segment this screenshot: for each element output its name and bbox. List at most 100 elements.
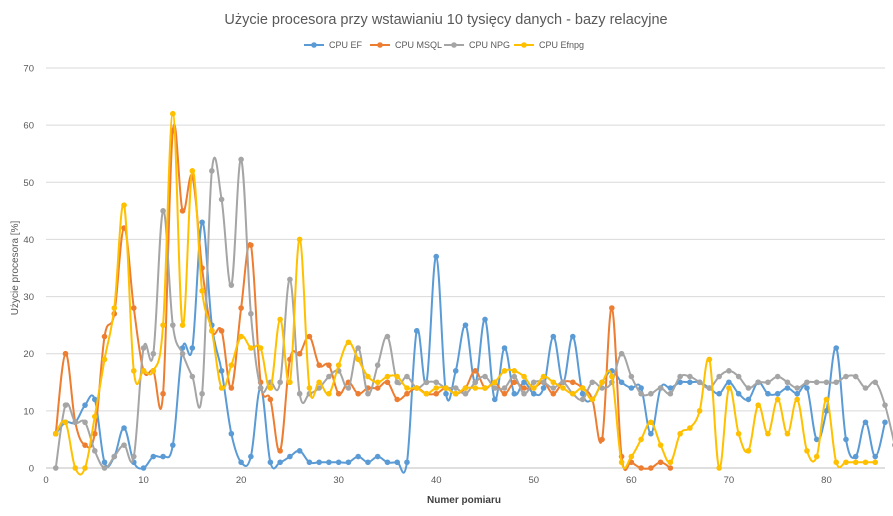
legend-item-cpu-npg: CPU NPG: [444, 40, 510, 50]
data-point: [677, 373, 683, 380]
series-layer: [52, 110, 893, 476]
data-point: [774, 396, 781, 403]
data-point: [452, 390, 459, 397]
x-axis-title: Numer pomiaru: [427, 495, 501, 506]
data-point: [804, 448, 810, 454]
data-point: [335, 390, 342, 397]
data-point: [657, 459, 664, 466]
x-tick-label: 50: [529, 475, 540, 486]
legend-item-cpu-ef: CPU EF: [304, 40, 363, 50]
data-point: [716, 373, 722, 380]
y-tick-label: 60: [23, 121, 34, 132]
legend-item-cpu-efnpg: CPU Efnpg: [514, 40, 584, 50]
data-point: [696, 379, 703, 386]
data-point: [521, 373, 527, 380]
data-point: [111, 305, 118, 311]
data-point: [501, 390, 508, 397]
data-point: [384, 373, 391, 380]
data-point: [833, 459, 840, 466]
data-point: [257, 345, 264, 351]
data-point: [530, 385, 537, 391]
data-point: [101, 465, 108, 471]
data-point: [609, 373, 615, 380]
data-point: [618, 379, 625, 386]
data-point: [121, 202, 127, 208]
data-point: [511, 368, 518, 374]
data-point: [384, 379, 391, 386]
data-point: [852, 459, 859, 466]
data-point: [179, 322, 186, 328]
data-point: [267, 385, 274, 391]
data-point: [843, 459, 849, 466]
data-point: [628, 385, 635, 391]
data-point: [394, 373, 401, 380]
data-point: [735, 390, 742, 397]
data-point: [765, 379, 771, 386]
data-point: [472, 368, 479, 374]
data-point: [852, 373, 859, 380]
data-point: [394, 459, 401, 466]
data-point: [501, 368, 508, 374]
data-point: [433, 253, 440, 260]
data-point: [150, 368, 157, 374]
data-point: [248, 345, 254, 351]
data-point: [404, 373, 410, 380]
data-point: [530, 390, 537, 397]
data-point: [843, 436, 849, 443]
data-point: [306, 385, 313, 391]
data-point: [91, 413, 98, 420]
data-point: [374, 362, 381, 368]
data-point: [277, 316, 283, 323]
data-point: [189, 168, 196, 174]
series-cpu-efnpg: [52, 110, 879, 476]
data-point: [82, 402, 88, 408]
data-point: [287, 276, 293, 283]
data-point: [189, 373, 196, 380]
series-cpu-npg: [52, 156, 893, 471]
data-point: [648, 430, 654, 437]
data-point: [160, 390, 166, 397]
data-point: [511, 379, 518, 386]
data-point: [735, 430, 742, 437]
data-point: [482, 373, 488, 380]
data-point: [131, 305, 137, 311]
data-point: [218, 368, 225, 374]
data-point: [423, 390, 430, 397]
data-point: [521, 390, 527, 397]
data-point: [384, 459, 391, 466]
data-point: [579, 390, 586, 397]
data-point: [355, 390, 361, 397]
data-point: [618, 459, 625, 466]
series-line-cpu-ef: [54, 221, 886, 474]
data-point: [462, 390, 469, 397]
data-point: [882, 402, 888, 408]
data-point: [228, 385, 235, 391]
data-point: [462, 322, 469, 328]
data-point: [433, 385, 440, 391]
data-point: [452, 368, 459, 374]
data-point: [784, 379, 791, 386]
data-point: [316, 362, 322, 368]
data-point: [140, 345, 147, 351]
data-point: [82, 442, 88, 448]
data-point: [248, 310, 254, 317]
data-point: [316, 379, 322, 386]
data-point: [589, 379, 596, 386]
data-point: [62, 419, 69, 426]
data-point: [570, 379, 576, 386]
data-point: [345, 459, 352, 466]
data-point: [540, 379, 547, 386]
data-point: [726, 379, 732, 386]
series-cpu-msql: [52, 123, 674, 472]
data-point: [150, 350, 157, 357]
data-point: [131, 453, 137, 460]
legend-marker: [377, 42, 383, 48]
x-tick-label: 10: [138, 475, 149, 486]
data-point: [706, 356, 713, 363]
data-point: [326, 390, 332, 397]
data-point: [833, 345, 840, 351]
legend-label: CPU MSQL: [395, 40, 442, 50]
x-tick-label: 60: [626, 475, 637, 486]
data-point: [521, 379, 527, 386]
data-point: [140, 465, 147, 471]
